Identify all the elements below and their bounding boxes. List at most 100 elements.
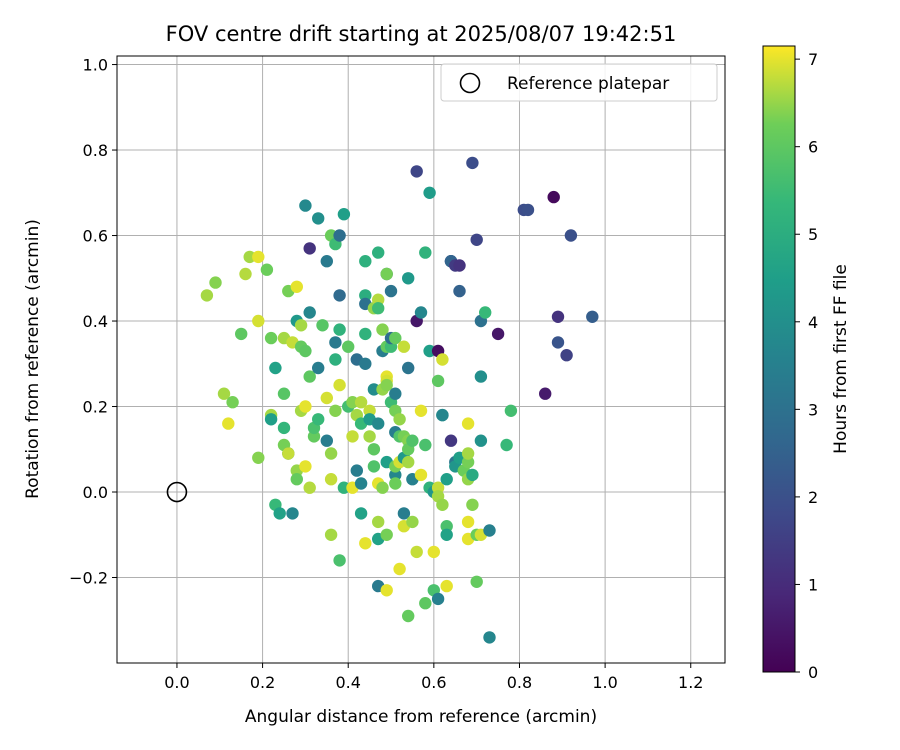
data-point <box>419 597 432 610</box>
data-point <box>539 387 552 400</box>
y-tick-label: 0.0 <box>83 483 108 502</box>
data-point <box>474 434 488 447</box>
data-point <box>440 528 453 541</box>
data-point <box>303 242 316 255</box>
data-point <box>316 319 329 332</box>
colorbar-tick-label: 6 <box>808 138 818 157</box>
data-point <box>333 229 346 242</box>
y-tick-label: 0.8 <box>83 141 108 160</box>
data-point <box>342 340 355 353</box>
data-point <box>264 413 278 426</box>
legend-label: Reference platepar <box>507 74 669 94</box>
data-point <box>414 404 428 417</box>
data-point <box>299 344 312 358</box>
chart-title: FOV centre drift starting at 2025/08/07 … <box>166 22 677 46</box>
data-point <box>402 609 415 623</box>
data-point <box>354 507 368 520</box>
colorbar-tick-label: 0 <box>808 663 818 682</box>
data-point <box>466 498 479 511</box>
data-point <box>290 473 303 486</box>
legend-marker <box>459 72 481 94</box>
data-point <box>393 562 406 576</box>
data-point <box>324 528 338 541</box>
colorbar-tick-label: 4 <box>808 313 818 332</box>
data-point <box>551 310 565 323</box>
data-point <box>393 413 406 426</box>
data-point <box>384 284 398 298</box>
data-point <box>372 417 385 430</box>
data-point <box>423 186 436 199</box>
data-point <box>483 524 496 537</box>
data-point <box>359 327 372 341</box>
data-point <box>217 387 231 400</box>
data-point <box>252 250 265 264</box>
data-point <box>320 391 333 405</box>
data-point <box>303 306 316 319</box>
data-point <box>354 477 368 490</box>
data-point <box>397 507 411 520</box>
data-point <box>346 396 359 409</box>
x-axis-ticks: 0.0 0.2 0.4 0.6 0.8 1.0 1.2 <box>164 663 703 692</box>
data-point <box>320 434 333 447</box>
data-point <box>367 383 381 396</box>
data-point <box>277 421 291 435</box>
data-point <box>354 396 368 409</box>
x-tick-label: 1.0 <box>592 673 617 692</box>
data-point <box>406 515 419 529</box>
colorbar-tick-label: 7 <box>808 50 818 69</box>
data-point <box>431 481 445 494</box>
data-point <box>290 280 303 293</box>
data-point <box>350 464 363 477</box>
data-point <box>359 289 372 302</box>
data-point <box>243 250 256 264</box>
data-point <box>329 336 342 349</box>
data-point <box>564 229 578 242</box>
data-point <box>521 203 535 217</box>
plot-frame <box>116 55 726 664</box>
data-point <box>286 507 299 520</box>
data-point <box>483 631 496 644</box>
colorbar-label: Hours from first FF file <box>831 264 851 454</box>
x-tick-label: 0.4 <box>335 673 360 692</box>
data-point <box>436 353 449 366</box>
data-point <box>461 515 475 529</box>
data-point <box>431 592 445 606</box>
data-point <box>200 289 214 302</box>
data-point <box>294 319 308 332</box>
data-point <box>252 451 265 464</box>
data-point <box>444 434 458 447</box>
data-point <box>320 255 333 268</box>
data-point <box>226 396 239 409</box>
x-tick-label: 0.0 <box>164 673 189 692</box>
data-point <box>367 443 381 456</box>
data-point <box>410 545 423 559</box>
data-point <box>372 515 385 529</box>
data-point <box>470 575 483 588</box>
data-point <box>402 455 415 469</box>
data-point <box>414 306 428 319</box>
data-point <box>414 468 428 482</box>
data-point <box>461 417 475 430</box>
legend-box <box>440 63 718 102</box>
data-point <box>372 302 385 315</box>
data-point <box>389 468 402 482</box>
data-point <box>299 400 312 413</box>
data-point <box>333 378 346 392</box>
data-point <box>359 537 372 550</box>
data-point <box>372 293 385 306</box>
data-point <box>299 199 312 212</box>
data-point <box>303 370 316 383</box>
data-point <box>453 284 466 298</box>
data-point <box>479 306 492 319</box>
data-point <box>423 344 436 358</box>
data-point <box>329 404 342 417</box>
data-point <box>376 323 389 336</box>
data-point <box>431 374 445 388</box>
data-point <box>264 331 278 345</box>
data-point <box>299 460 312 473</box>
data-point <box>397 340 411 353</box>
data-point <box>269 361 282 375</box>
data-point <box>235 327 248 341</box>
data-point <box>427 545 440 559</box>
data-point <box>406 434 419 447</box>
